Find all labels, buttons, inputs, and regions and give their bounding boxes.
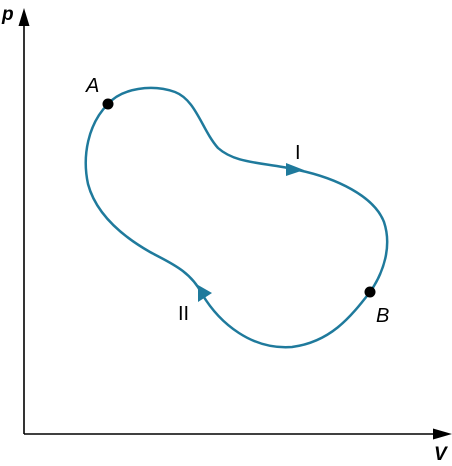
path-ii-label: II [178,303,189,325]
point-a-label: A [85,75,99,97]
process-path-i [106,86,389,294]
point-b-label: B [376,305,389,327]
point-a-marker [102,98,114,110]
point-b-marker [364,286,376,298]
x-axis-label: V [434,444,448,465]
y-axis-label: p [1,4,14,25]
y-axis-arrowhead [18,8,30,26]
x-axis-arrowhead [433,428,452,440]
path-i-direction-arrow [286,163,304,176]
path-ii-direction-arrow [198,285,212,302]
process-path-ii [84,102,372,349]
path-i-label: I [295,142,301,164]
